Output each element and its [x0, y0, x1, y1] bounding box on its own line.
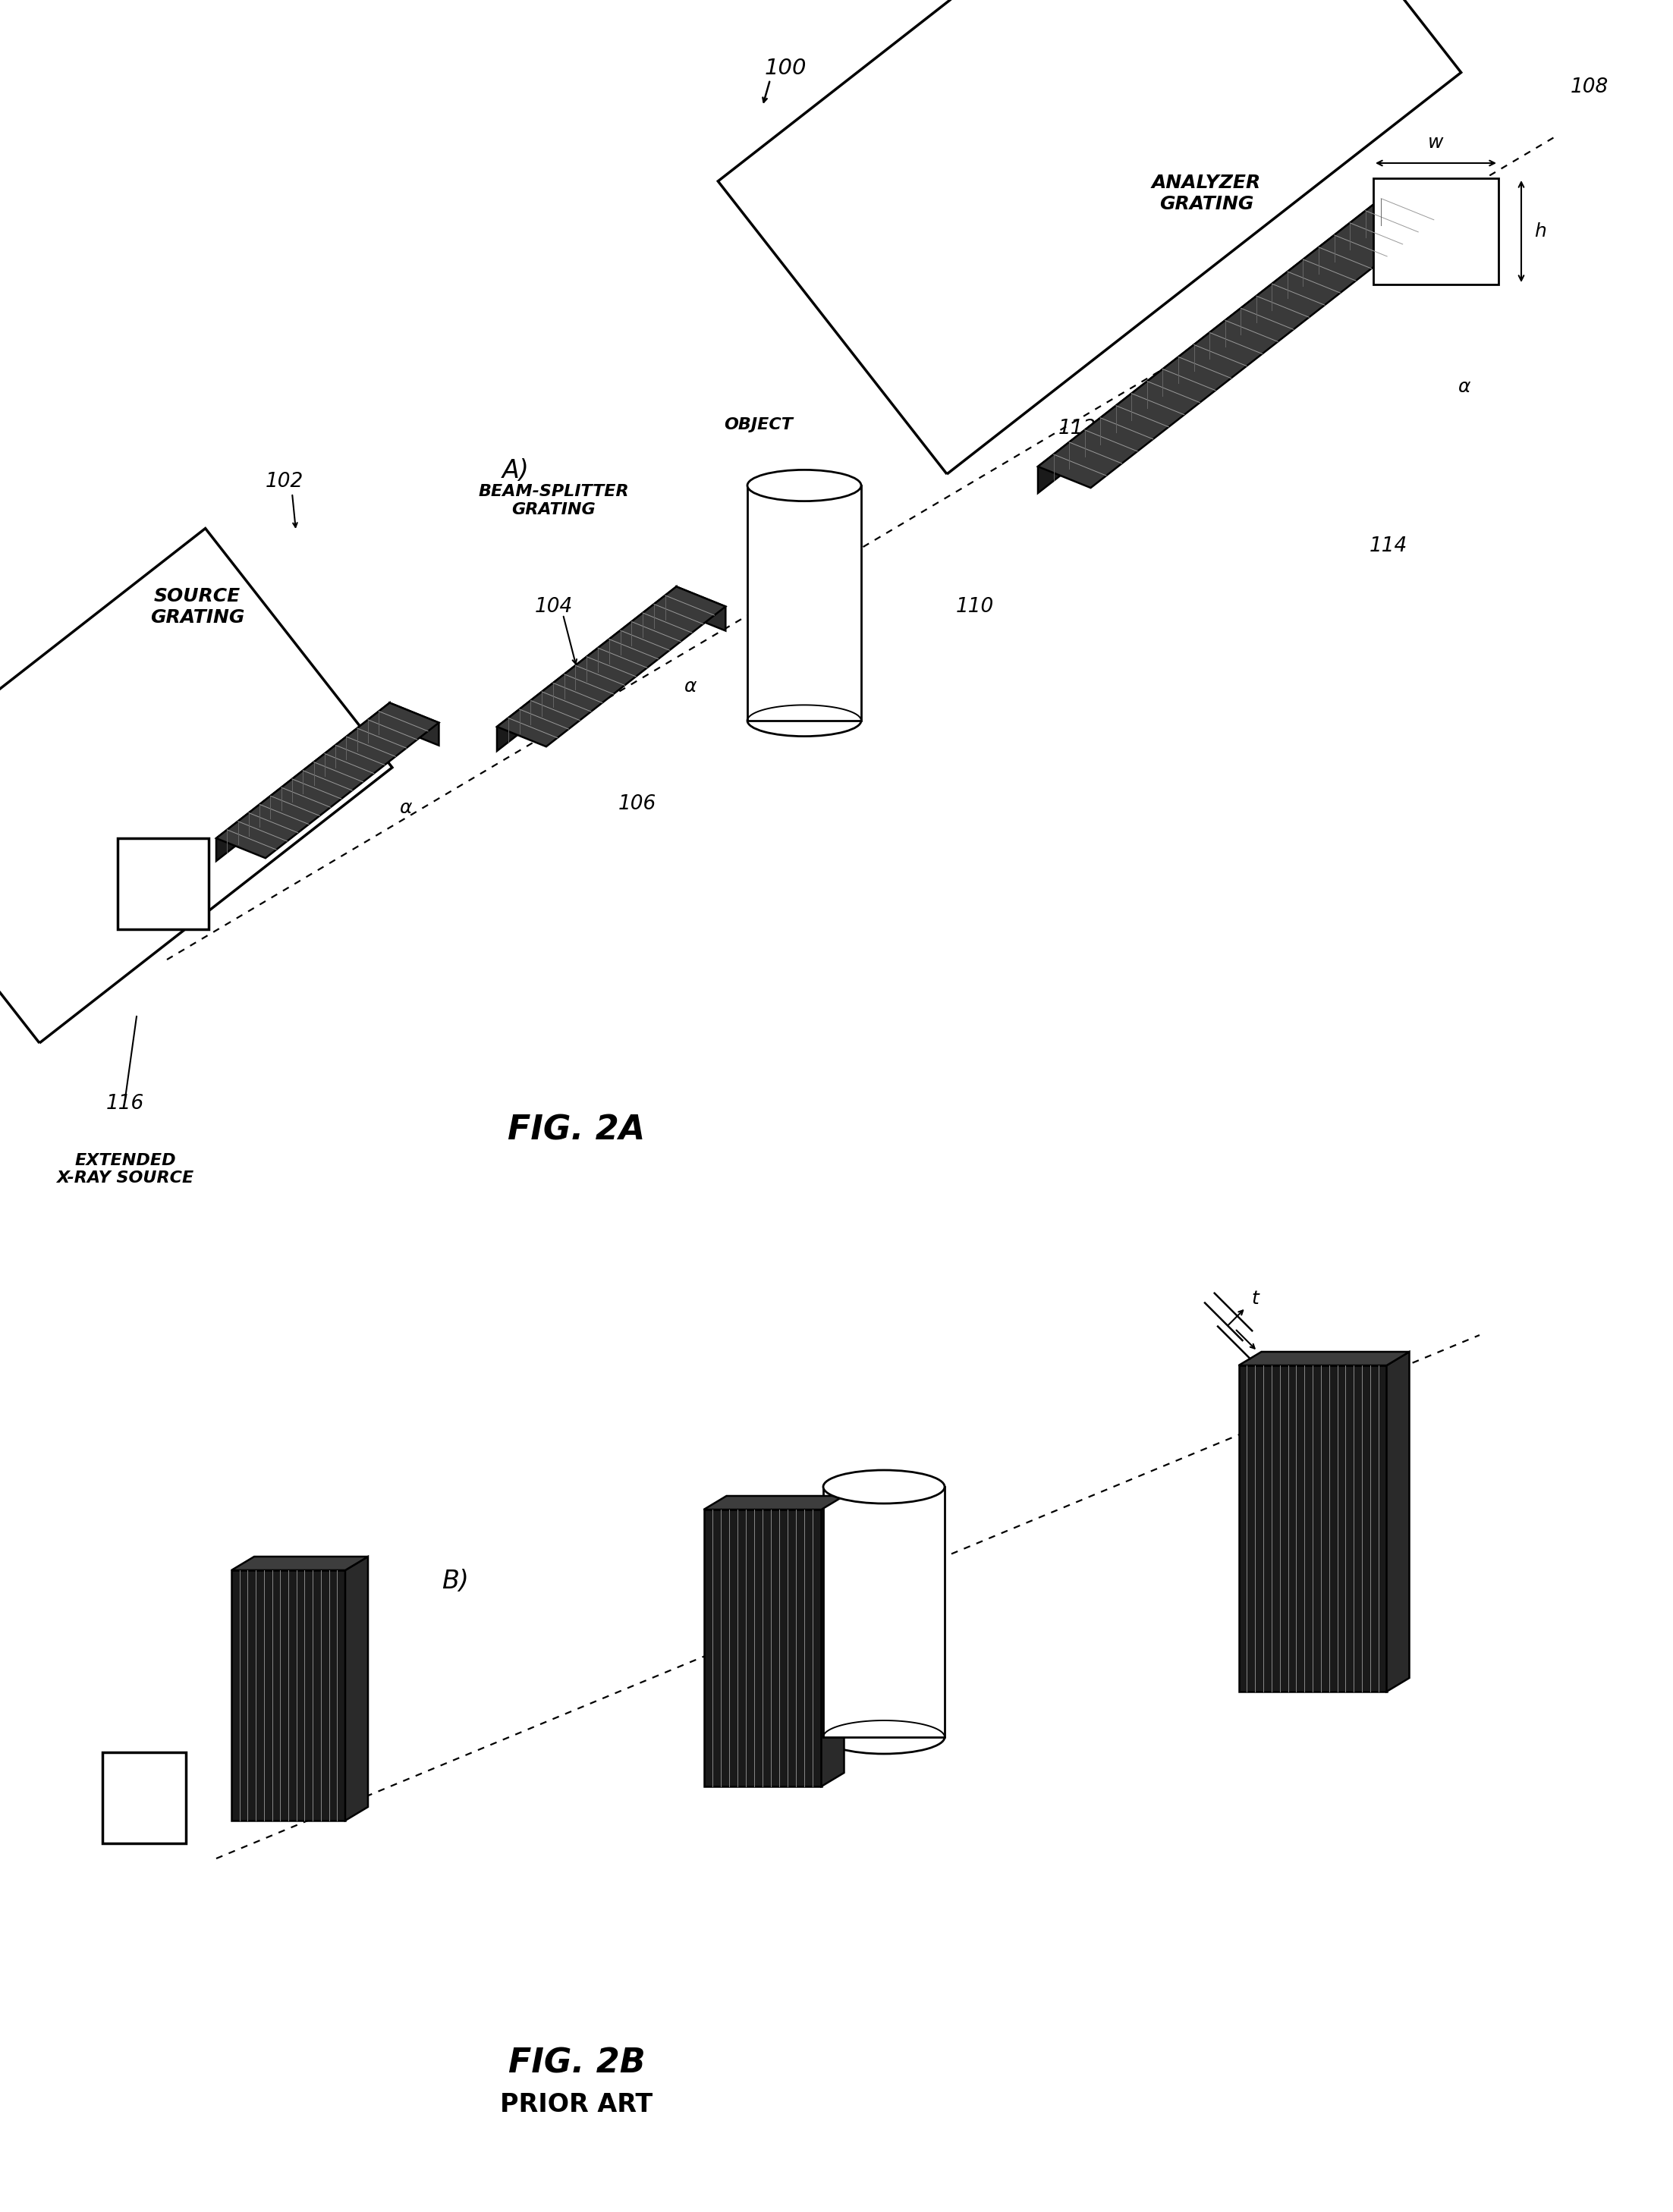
- Ellipse shape: [748, 469, 862, 502]
- Polygon shape: [1037, 186, 1449, 489]
- Polygon shape: [231, 1557, 368, 1571]
- Text: B): B): [442, 1568, 468, 1595]
- Text: h: h: [1534, 221, 1546, 241]
- Text: SOURCE
GRATING: SOURCE GRATING: [151, 586, 244, 626]
- Polygon shape: [216, 703, 390, 860]
- Text: BEAM-SPLITTER
GRATING: BEAM-SPLITTER GRATING: [478, 484, 629, 518]
- Text: ANALYZER
GRATING: ANALYZER GRATING: [1151, 175, 1261, 212]
- Polygon shape: [497, 586, 676, 752]
- Text: w: w: [1427, 133, 1444, 153]
- Polygon shape: [216, 703, 438, 858]
- Polygon shape: [390, 703, 438, 745]
- Ellipse shape: [823, 1721, 945, 1754]
- Bar: [704, 1509, 821, 1787]
- Text: 110: 110: [955, 597, 994, 617]
- Text: 102: 102: [266, 471, 303, 491]
- Text: 118: 118: [326, 763, 365, 783]
- Text: OBJECT: OBJECT: [724, 418, 793, 431]
- Polygon shape: [704, 1495, 845, 1509]
- Text: 108: 108: [1571, 77, 1609, 97]
- Bar: [1374, 179, 1499, 285]
- Bar: [1238, 1365, 1387, 1692]
- Text: FIG. 2A: FIG. 2A: [509, 1115, 646, 1146]
- Polygon shape: [821, 1495, 845, 1787]
- Text: 100: 100: [765, 58, 806, 80]
- Text: PRIOR ART: PRIOR ART: [500, 2093, 652, 2117]
- Text: 112: 112: [1059, 418, 1096, 438]
- Text: A): A): [502, 458, 530, 482]
- Bar: [102, 1752, 186, 1843]
- Text: EXTENDED
X-RAY SOURCE: EXTENDED X-RAY SOURCE: [57, 1152, 194, 1186]
- Text: α: α: [684, 677, 696, 695]
- Text: t: t: [1251, 1290, 1260, 1307]
- Bar: [117, 838, 209, 929]
- Text: 104: 104: [535, 597, 572, 617]
- Polygon shape: [676, 586, 726, 630]
- Polygon shape: [1037, 186, 1397, 493]
- Bar: [823, 1486, 945, 1736]
- Polygon shape: [1387, 1352, 1409, 1692]
- Ellipse shape: [748, 706, 862, 737]
- Text: 114: 114: [1370, 535, 1407, 555]
- Polygon shape: [1238, 1352, 1409, 1365]
- Text: 106: 106: [619, 794, 656, 814]
- Bar: [231, 1571, 345, 1820]
- Text: α: α: [1459, 378, 1471, 396]
- Bar: [748, 484, 862, 721]
- Polygon shape: [1397, 186, 1449, 234]
- Text: FIG. 2B: FIG. 2B: [509, 2046, 646, 2079]
- Polygon shape: [497, 586, 726, 748]
- Text: 116: 116: [105, 1095, 144, 1113]
- Ellipse shape: [823, 1471, 945, 1504]
- Text: α: α: [400, 799, 412, 816]
- Polygon shape: [345, 1557, 368, 1820]
